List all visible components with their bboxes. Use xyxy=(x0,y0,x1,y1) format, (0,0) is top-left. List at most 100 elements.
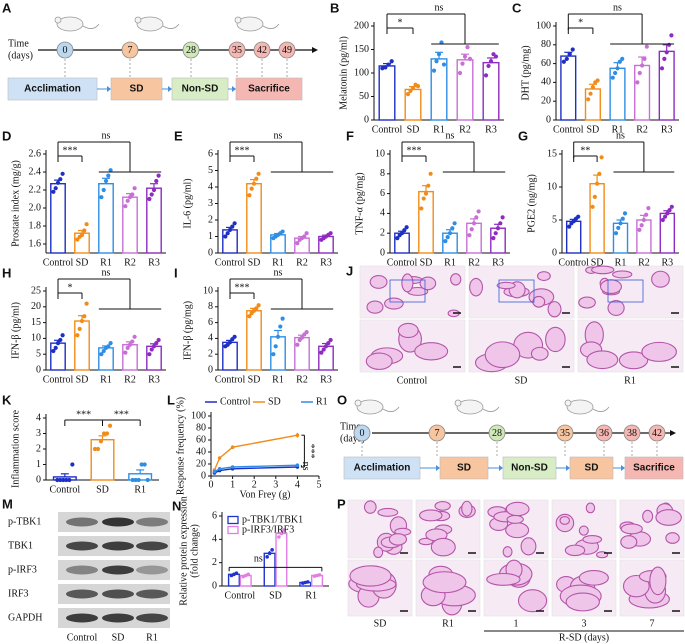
bar xyxy=(418,190,434,254)
row-label: IRF3 xyxy=(8,588,29,599)
blot-band xyxy=(136,613,168,623)
data-point xyxy=(304,329,309,335)
data-point xyxy=(637,227,642,232)
data-point xyxy=(637,70,642,76)
data-point xyxy=(304,231,309,236)
x-tick-label: Control xyxy=(225,590,256,601)
time-arrow xyxy=(670,430,676,436)
tissue xyxy=(641,341,677,362)
bar xyxy=(658,50,675,121)
data-point xyxy=(595,181,600,186)
time-arrow xyxy=(312,47,318,53)
data-point xyxy=(415,84,421,89)
stage-arrow xyxy=(621,465,625,471)
data-point xyxy=(51,348,56,354)
x-tick-label: SD xyxy=(269,590,282,601)
row-label: p-IRF3 xyxy=(8,564,37,575)
data-point xyxy=(147,196,152,202)
data-point xyxy=(467,56,473,62)
data-point xyxy=(151,344,157,349)
data-point xyxy=(265,555,269,559)
data-point xyxy=(130,192,135,197)
tissue xyxy=(651,270,670,288)
data-point xyxy=(223,234,228,239)
y-tick-label: 15 xyxy=(31,317,41,328)
data-point xyxy=(423,191,429,196)
data-point xyxy=(567,52,572,57)
data-point xyxy=(642,56,647,62)
y-axis-label: IFN-β (pg/mg) xyxy=(182,301,193,360)
bar xyxy=(456,59,474,121)
sig-label: *** xyxy=(235,282,250,293)
data-point xyxy=(125,198,130,203)
bar xyxy=(430,58,448,121)
data-point xyxy=(256,171,261,176)
column-label: R1 xyxy=(624,375,636,386)
data-point xyxy=(618,221,623,226)
data-point xyxy=(450,226,455,231)
x-tick-label: R3 xyxy=(148,257,160,268)
y-tick-label: 5 xyxy=(552,214,557,225)
mouse-icon xyxy=(136,16,164,32)
bar xyxy=(636,219,652,254)
column-label: 7 xyxy=(650,618,655,629)
tissue xyxy=(591,265,615,275)
data-point xyxy=(662,214,668,219)
sig-label: ns xyxy=(613,2,622,13)
y-tick-label: 0 xyxy=(364,114,369,125)
panel-label: G xyxy=(518,128,528,143)
y-tick-label: 2.2 xyxy=(29,184,42,195)
y-tick-label: 0 xyxy=(36,364,41,375)
sig-label: ns xyxy=(300,462,311,471)
x-tick-label: Control xyxy=(50,484,81,495)
tissue xyxy=(620,523,643,535)
data-point xyxy=(662,56,667,62)
column-label: R1 xyxy=(146,632,158,643)
data-point xyxy=(639,223,644,228)
y-tick-label: 6 xyxy=(208,317,213,328)
data-point xyxy=(84,301,89,306)
sig-label: ns xyxy=(435,2,444,13)
tissue xyxy=(536,271,551,282)
data-point xyxy=(60,171,65,176)
data-point xyxy=(123,204,128,209)
y-tick-label: 2.4 xyxy=(29,166,42,177)
data-point xyxy=(460,61,465,66)
y-tick-label: 1 xyxy=(208,231,213,242)
y-tick-label: 100 xyxy=(536,20,551,31)
x-tick-label: R3 xyxy=(320,374,332,385)
day-marker xyxy=(228,41,246,59)
x-tick-label: R3 xyxy=(661,257,673,268)
data-point xyxy=(469,227,474,232)
data-point xyxy=(70,462,75,467)
tissue xyxy=(461,500,473,517)
tissue xyxy=(578,296,596,309)
data-point xyxy=(592,194,597,199)
data-point xyxy=(620,216,625,221)
data-point xyxy=(106,173,111,178)
data-point xyxy=(319,350,324,355)
data-point xyxy=(447,231,453,236)
data-point xyxy=(597,171,602,176)
tissue xyxy=(578,525,589,536)
y-tick-label: 60 xyxy=(541,58,551,69)
x-tick-label: R2 xyxy=(124,374,136,385)
day-label: 0 xyxy=(63,45,68,56)
x-tick-label: Control xyxy=(215,257,246,268)
data-point xyxy=(55,180,61,185)
y-tick-label: 0 xyxy=(36,474,41,485)
data-point xyxy=(493,231,498,236)
day-marker xyxy=(56,41,74,59)
day-marker xyxy=(428,424,446,442)
x-tick-label: 4 xyxy=(295,479,300,490)
tissue xyxy=(655,509,682,526)
data-point xyxy=(227,227,233,232)
marker xyxy=(230,445,235,450)
x-tick-label: R1 xyxy=(444,257,456,268)
stage-arrow xyxy=(499,465,503,471)
data-point xyxy=(321,347,326,352)
panel-label: N xyxy=(172,498,181,513)
data-point xyxy=(659,66,665,71)
stage-arrow xyxy=(566,465,570,471)
day-label: 0 xyxy=(360,428,365,439)
